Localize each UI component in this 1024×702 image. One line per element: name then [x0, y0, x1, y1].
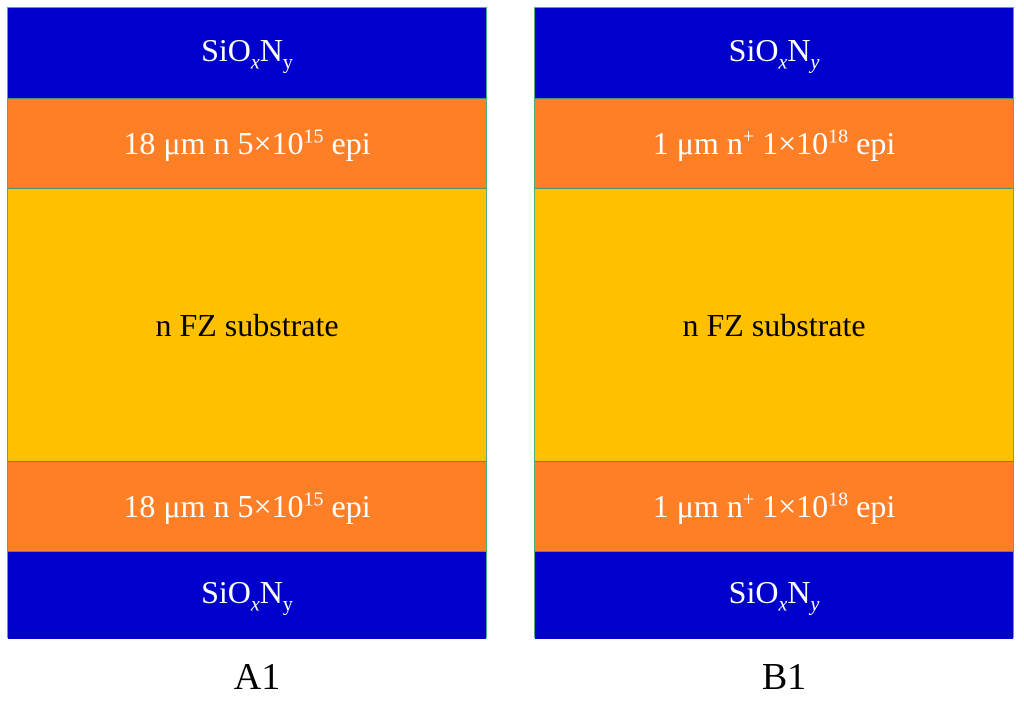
caption: A1 — [233, 656, 281, 698]
label-part: epi — [848, 488, 896, 524]
layer-stack: SiOxNy 1 μm n+ 1×1018 epi n FZ substrate 1 … — [534, 7, 1014, 639]
label-part: 1 μm n — [652, 125, 743, 161]
label-part: epi — [323, 125, 371, 161]
layer: 1 μm n+ 1×1018 epi — [535, 462, 1013, 552]
layer-label: 1 μm n+ 1×1018 epi — [653, 125, 895, 162]
layer-label: 18 μm n 5×1015 epi — [123, 125, 370, 162]
layer: SiOxNy — [8, 552, 486, 639]
layer: n FZ substrate — [8, 189, 486, 462]
layer-label: SiOxNy — [201, 574, 293, 616]
label-part: SiO — [201, 31, 251, 68]
label-part: x — [250, 593, 260, 616]
label-part: x — [778, 593, 788, 616]
label-part: SiO — [728, 31, 779, 68]
label-part: y — [810, 593, 820, 616]
layer: SiOxNy — [8, 8, 486, 99]
label-part: N — [787, 31, 811, 68]
label-part: + — [742, 488, 755, 511]
label-part: N — [787, 574, 811, 611]
layer-label: SiOxNy — [201, 32, 293, 74]
layer-label: 1 μm n+ 1×1018 epi — [653, 488, 895, 525]
label-part: 1×10 — [754, 125, 829, 161]
layer-stack: SiOxNy 18 μm n 5×1015 epi n FZ substrate 18… — [7, 7, 487, 639]
label-part: n FZ substrate — [682, 306, 866, 343]
layer: 18 μm n 5×1015 epi — [8, 462, 486, 552]
label-part: y — [282, 593, 293, 616]
label-part: 15 — [303, 488, 324, 511]
label-part: 18 — [828, 125, 849, 148]
layer-label: n FZ substrate — [682, 307, 865, 344]
label-part: N — [259, 31, 283, 68]
label-part: SiO — [201, 574, 251, 611]
layer-label: SiOxNy — [729, 32, 820, 74]
label-part: 15 — [303, 125, 324, 148]
label-part: + — [742, 125, 755, 148]
label-part: x — [250, 51, 260, 74]
label-part: y — [282, 51, 293, 74]
layer: n FZ substrate — [535, 189, 1013, 462]
layer: 18 μm n 5×1015 epi — [8, 99, 486, 189]
label-part: 1 μm n — [652, 488, 743, 524]
label-part: 1×10 — [754, 488, 829, 524]
label-part: x — [778, 51, 788, 74]
label-part: n FZ substrate — [155, 306, 339, 343]
layer: 1 μm n+ 1×1018 epi — [535, 99, 1013, 189]
label-part: SiO — [728, 574, 779, 611]
label-part: 18 μm n 5×10 — [123, 125, 304, 161]
label-part: y — [810, 51, 820, 74]
label-part: N — [259, 574, 283, 611]
caption: B1 — [761, 656, 807, 698]
layer: SiOxNy — [535, 8, 1013, 99]
layer-label: n FZ substrate — [155, 307, 338, 344]
label-part: 18 μm n 5×10 — [123, 488, 304, 524]
label-part: 18 — [828, 488, 849, 511]
layer: SiOxNy — [535, 552, 1013, 639]
layer-label: SiOxNy — [729, 574, 820, 616]
label-part: epi — [848, 125, 896, 161]
layer-label: 18 μm n 5×1015 epi — [123, 488, 370, 525]
label-part: epi — [323, 488, 371, 524]
